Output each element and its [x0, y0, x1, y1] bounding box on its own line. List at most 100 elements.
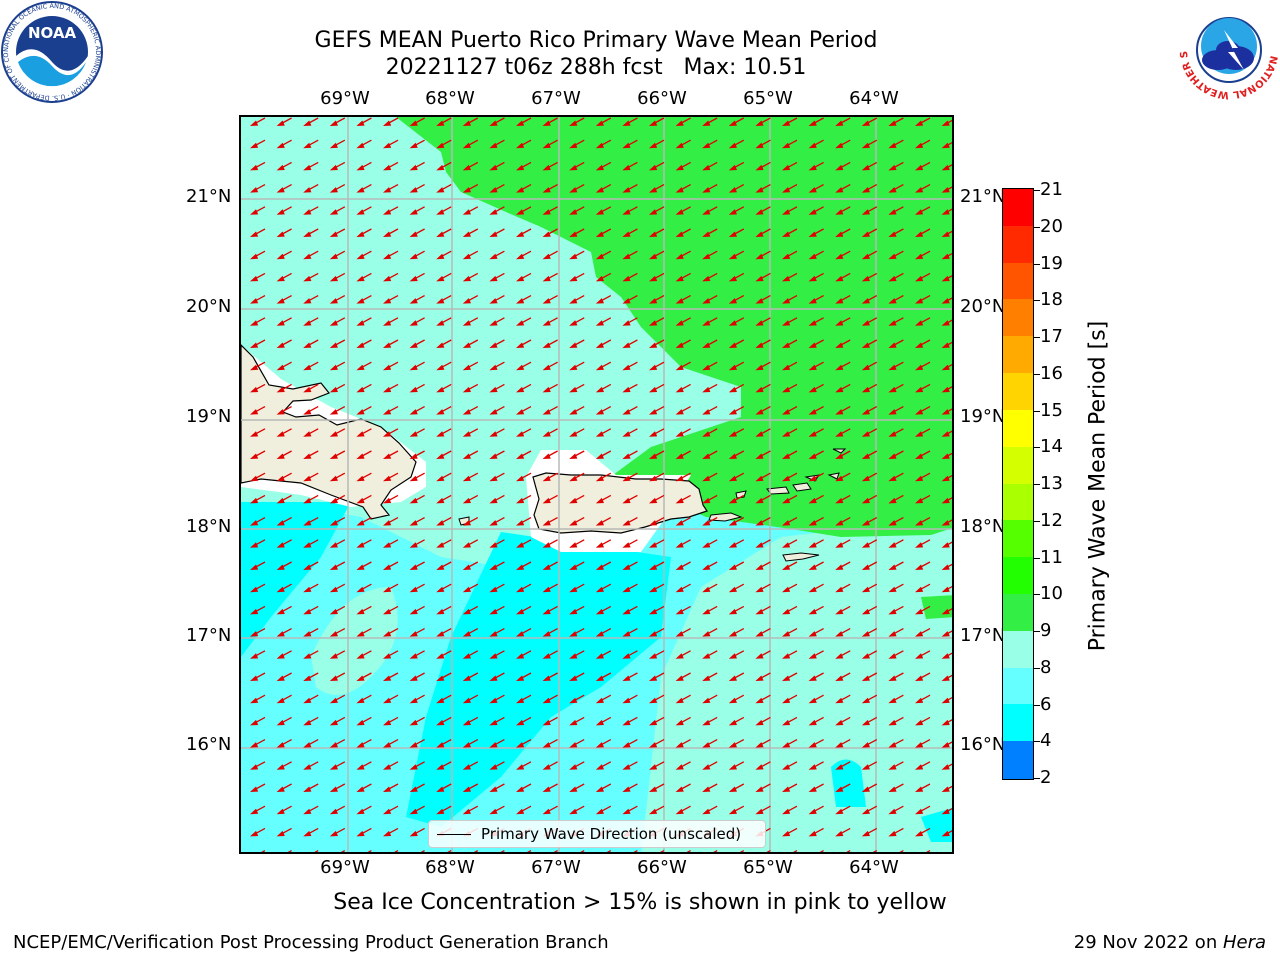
wave-arrow — [728, 161, 745, 171]
wave-arrow — [675, 139, 691, 149]
wave-arrow — [595, 517, 612, 526]
wave-arrow — [861, 450, 878, 459]
wave-arrow — [755, 583, 771, 593]
wave-arrow — [782, 605, 798, 615]
wave-arrow — [675, 494, 691, 504]
wave-arrow — [276, 583, 292, 593]
wave-arrow — [941, 164, 952, 171]
noaa-logo-icon: NATIONAL OCEANIC AND ATMOSPHERIC ADMINIS… — [0, 0, 103, 103]
wave-arrow — [303, 339, 319, 348]
wave-arrow — [329, 472, 346, 482]
wave-arrow — [808, 628, 824, 637]
wave-arrow — [436, 406, 452, 415]
wave-arrow — [489, 539, 505, 548]
wave-arrow — [542, 561, 558, 570]
wave-arrow — [649, 250, 665, 260]
lon-label-top: 69°W — [320, 88, 370, 109]
wave-arrow — [702, 472, 718, 482]
colorbar-tick-label: 18 — [1040, 289, 1063, 311]
wave-arrow — [702, 605, 718, 615]
wave-arrow — [808, 139, 824, 149]
wave-arrow — [276, 605, 292, 615]
wave-arrow — [276, 517, 292, 526]
wave-arrow — [766, 850, 771, 852]
wave-arrow — [782, 250, 798, 260]
wave-arrow — [356, 605, 372, 615]
colorbar-segment — [1003, 667, 1033, 705]
wave-arrow — [872, 850, 878, 852]
wave-arrow — [622, 561, 638, 570]
wave-arrow — [915, 672, 931, 681]
wave-arrow — [595, 161, 612, 171]
wave-arrow — [356, 761, 372, 770]
wave-arrow — [941, 408, 952, 415]
wave-arrow — [462, 117, 479, 126]
wave-arrow — [793, 850, 798, 852]
wave-arrow — [649, 694, 665, 704]
wave-arrow — [835, 716, 851, 726]
wave-arrow — [569, 206, 585, 215]
wave-arrow — [329, 295, 346, 304]
wave-arrow — [276, 317, 292, 326]
wave-arrow — [835, 472, 851, 482]
wave-arrow — [516, 494, 532, 504]
wave-arrow — [356, 805, 372, 815]
wave-arrow — [941, 741, 952, 748]
wave-arrow — [622, 117, 638, 126]
wave-arrow — [702, 228, 718, 237]
wave-arrow — [702, 716, 718, 726]
wave-arrow — [702, 539, 718, 548]
wave-arrow — [595, 628, 612, 637]
wave-arrow — [462, 472, 479, 482]
wave-arrow — [595, 295, 612, 304]
land-virgin-islands — [792, 482, 812, 492]
wave-arrow — [861, 161, 878, 171]
wave-arrow — [888, 250, 904, 260]
wave-arrow — [303, 494, 319, 504]
wave-arrow — [649, 761, 665, 770]
wave-arrow — [649, 739, 665, 748]
wave-arrow — [303, 139, 319, 149]
wave-arrow — [649, 539, 665, 548]
wave-arrow — [436, 272, 452, 282]
wave-arrow — [329, 827, 346, 837]
wave-arrow — [915, 339, 931, 348]
wave-period-map — [239, 115, 954, 854]
wave-arrow — [888, 428, 904, 437]
wave-arrow — [728, 117, 745, 126]
wave-arrow — [436, 716, 452, 726]
wave-arrow — [595, 383, 612, 393]
wave-arrow — [276, 139, 292, 149]
wave-arrow — [728, 672, 745, 681]
wave-arrow — [329, 494, 346, 504]
wave-arrow — [675, 161, 691, 171]
wave-arrow — [569, 339, 585, 348]
wave-arrow — [941, 119, 952, 126]
wave-arrow — [542, 517, 558, 526]
wave-arrow — [542, 406, 558, 415]
wave-arrow — [516, 250, 532, 260]
wave-arrow — [675, 628, 691, 637]
wave-arrow — [782, 450, 798, 459]
wave-arrow — [516, 228, 532, 237]
wave-arrow — [329, 539, 346, 548]
wave-arrow — [303, 761, 319, 770]
wave-arrow — [941, 252, 952, 260]
wave-arrow — [329, 361, 346, 371]
wave-arrow — [516, 517, 532, 526]
wave-arrow — [276, 295, 292, 304]
wave-arrow — [649, 450, 665, 459]
wave-arrow — [436, 517, 452, 526]
wave-arrow — [516, 272, 532, 282]
wave-arrow — [675, 184, 691, 193]
wave-arrow — [516, 583, 532, 593]
wave-arrow — [356, 295, 372, 304]
lat-label-right: 19°N — [960, 406, 1006, 427]
wave-arrow — [303, 650, 319, 659]
wave-arrow — [941, 363, 952, 371]
wave-arrow — [755, 361, 771, 371]
wave-arrow — [782, 716, 798, 726]
wave-arrow — [329, 184, 346, 193]
wave-arrow — [542, 583, 558, 593]
wave-arrow — [462, 783, 479, 792]
